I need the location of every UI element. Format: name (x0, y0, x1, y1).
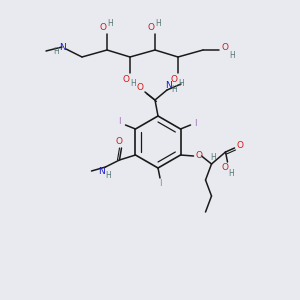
Text: H: H (106, 172, 111, 181)
Text: O: O (100, 23, 106, 32)
Text: O: O (221, 44, 229, 52)
Text: H: H (229, 169, 234, 178)
Text: H: H (53, 47, 59, 56)
Text: O: O (116, 137, 123, 146)
Text: H: H (155, 19, 161, 28)
Text: N: N (98, 167, 105, 176)
Text: H: H (229, 50, 235, 59)
Text: O: O (221, 164, 228, 172)
Text: O: O (122, 74, 130, 83)
Text: H: H (130, 80, 136, 88)
Text: H: H (178, 80, 184, 88)
Text: O: O (148, 23, 154, 32)
Text: I: I (118, 118, 121, 127)
Text: H: H (107, 19, 113, 28)
Text: I: I (194, 118, 197, 127)
Text: H: H (171, 85, 177, 94)
Text: O: O (195, 151, 202, 160)
Text: H: H (211, 154, 216, 163)
Text: N: N (165, 82, 171, 91)
Text: O: O (236, 140, 243, 149)
Text: O: O (170, 74, 178, 83)
Text: O: O (136, 83, 143, 92)
Text: N: N (58, 43, 65, 52)
Text: I: I (159, 179, 161, 188)
